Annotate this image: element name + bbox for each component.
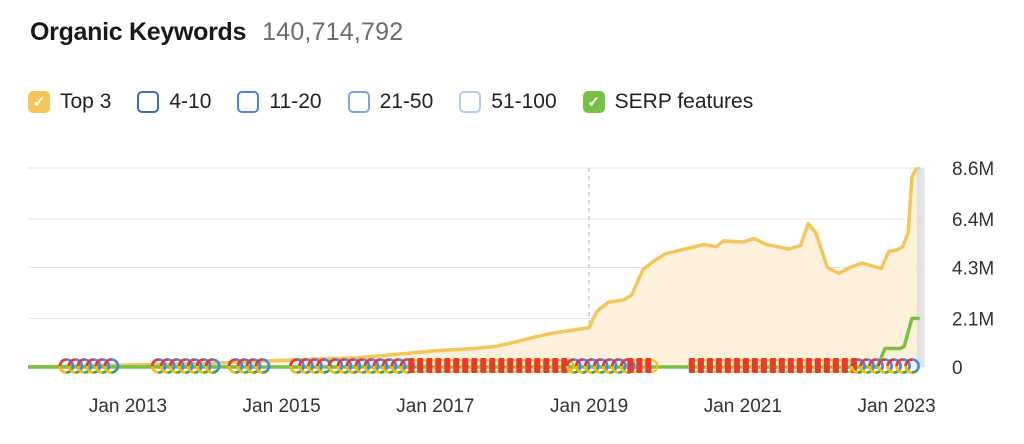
google-update-icon[interactable] — [610, 358, 627, 374]
legend-item-11-20[interactable]: 11-20 — [237, 90, 322, 114]
google-update-icon[interactable] — [150, 358, 167, 374]
legend-label: 11-20 — [269, 90, 322, 113]
legend-item-4-10[interactable]: 4-10 — [137, 90, 211, 114]
legend: ✓ Top 3 4-10 11-20 21-50 51-100 ✓ SERP features — [28, 90, 779, 114]
google-update-icon[interactable] — [345, 358, 362, 374]
checkbox-unchecked-icon[interactable] — [347, 91, 370, 113]
x-tick-label: Jan 2023 — [857, 396, 935, 417]
legend-label: Top 3 — [60, 90, 112, 113]
google-update-icon[interactable] — [895, 358, 911, 374]
y-tick-label: 4.3M — [952, 259, 994, 280]
google-update-icon[interactable] — [886, 358, 902, 374]
legend-item-top-3[interactable]: ✓ Top 3 — [28, 90, 111, 114]
checkbox-checked-icon[interactable]: ✓ — [582, 91, 605, 113]
x-tick-label: Jan 2015 — [243, 396, 321, 417]
google-update-icon[interactable] — [904, 358, 920, 374]
google-update-icon[interactable] — [94, 358, 111, 374]
google-update-icon[interactable] — [254, 358, 271, 374]
x-tick-label: Jan 2021 — [704, 396, 782, 417]
legend-item-serp-features[interactable]: ✓ SERP features — [582, 90, 754, 114]
google-update-icon[interactable] — [354, 358, 371, 374]
top3-line — [27, 166, 921, 369]
y-tick-label: 2.1M — [952, 309, 994, 330]
google-update-icon[interactable] — [565, 358, 582, 374]
google-update-icon[interactable] — [592, 358, 609, 374]
y-tick-label: 0 — [952, 358, 963, 379]
legend-item-51-100[interactable]: 51-100 — [459, 90, 557, 114]
checkbox-unchecked-icon[interactable] — [137, 91, 160, 113]
current-period-band — [916, 168, 925, 367]
google-update-icon[interactable] — [177, 358, 194, 374]
x-tick-label: Jan 2013 — [89, 396, 167, 417]
serp-event-icon[interactable] — [560, 358, 575, 373]
checkbox-unchecked-icon[interactable] — [237, 91, 260, 113]
top3-area — [28, 168, 920, 367]
legend-label: 51-100 — [491, 90, 557, 113]
y-tick-label: 6.4M — [952, 210, 994, 231]
google-update-icon[interactable] — [868, 358, 884, 374]
legend-label: SERP features — [614, 90, 754, 113]
x-tick-label: Jan 2019 — [550, 396, 628, 417]
google-update-icon[interactable] — [204, 358, 221, 374]
serp-event-icon[interactable] — [644, 358, 659, 373]
legend-label: 4-10 — [169, 90, 212, 113]
google-update-icon[interactable] — [298, 358, 314, 374]
legend-item-21-50[interactable]: 21-50 — [347, 90, 434, 114]
google-update-icon[interactable] — [195, 358, 212, 374]
widget-title: Organic Keywords — [30, 18, 247, 46]
google-update-icon[interactable] — [103, 358, 120, 374]
y-tick-label: 8.6M — [952, 159, 994, 180]
widget-header: Organic Keywords 140,714,792 — [30, 18, 403, 47]
keyword-count: 140,714,792 — [262, 18, 404, 46]
google-update-icon[interactable] — [363, 358, 380, 374]
x-tick-label: Jan 2017 — [396, 396, 474, 417]
google-update-icon[interactable] — [85, 358, 102, 374]
legend-label: 21-50 — [379, 90, 434, 113]
checkbox-checked-icon[interactable]: ✓ — [28, 91, 50, 113]
google-update-icon[interactable] — [236, 358, 253, 374]
checkbox-unchecked-icon[interactable] — [459, 91, 482, 113]
